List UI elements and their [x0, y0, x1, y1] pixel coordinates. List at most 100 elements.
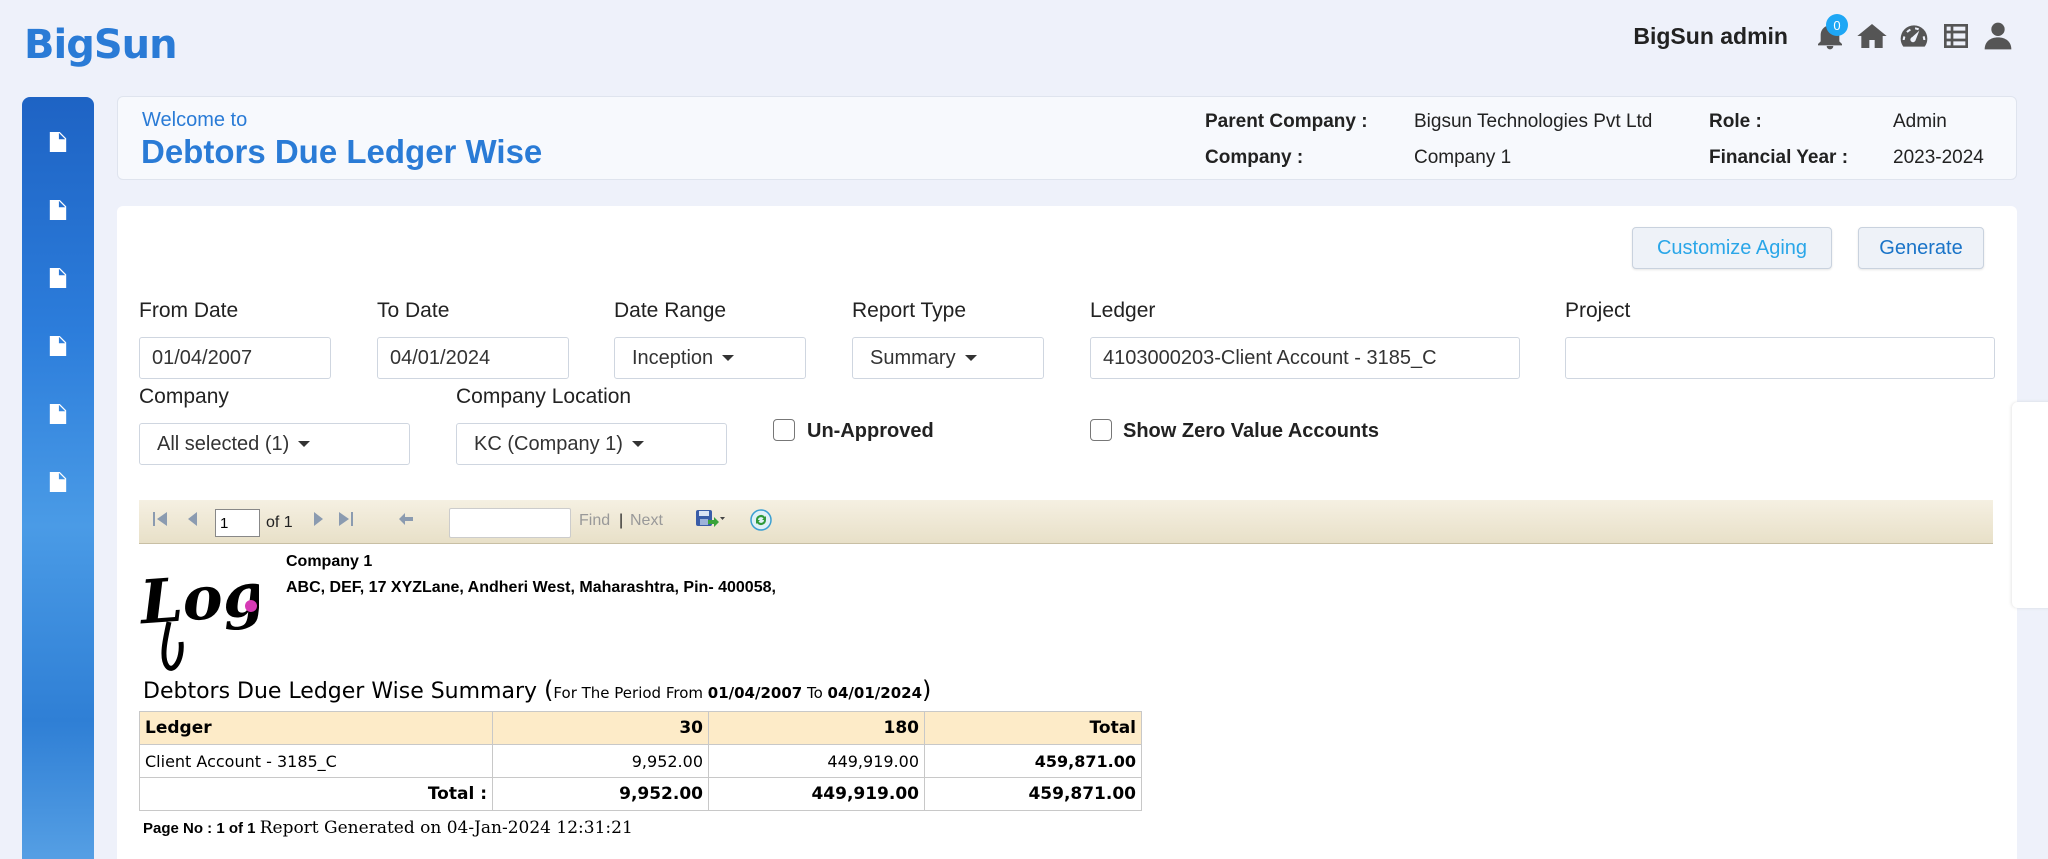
show-zero-value-checkbox[interactable]: [1090, 419, 1112, 441]
report-viewer-toolbar: 1 of 1 Find | Next: [139, 500, 1993, 544]
list-icon[interactable]: [1936, 16, 1976, 56]
parent-company-value: Bigsun Technologies Pvt Ltd: [1414, 111, 1653, 132]
back-icon[interactable]: [397, 510, 415, 533]
company-location-select[interactable]: KC (Company 1): [456, 423, 727, 465]
report-footer: Page No : 1 of 1 Report Generated on 04-…: [143, 818, 633, 838]
unapproved-checkbox[interactable]: [773, 419, 795, 441]
period-prefix: For The Period From: [553, 684, 708, 702]
sidebar-document-icon-3[interactable]: [22, 244, 94, 312]
next-page-icon[interactable]: [309, 510, 327, 533]
user-icon[interactable]: [1978, 16, 2018, 56]
export-save-icon[interactable]: [695, 508, 725, 535]
cell-total: 459,871.00: [924, 744, 1142, 778]
period-open-paren: (: [544, 676, 554, 704]
report-title: Debtors Due Ledger Wise Summary (For The…: [143, 676, 931, 704]
chevron-down-icon: [298, 441, 311, 447]
col-header-total: Total: [924, 711, 1142, 745]
dashboard-icon[interactable]: [1894, 16, 1934, 56]
last-page-icon[interactable]: [337, 510, 355, 533]
role-value: Admin: [1893, 111, 1947, 132]
refresh-icon[interactable]: [749, 508, 773, 537]
unapproved-label[interactable]: Un-Approved: [807, 420, 934, 442]
topbar: BigSun admin 0: [1633, 14, 2018, 58]
sidebar-document-icon-5[interactable]: [22, 380, 94, 448]
home-icon[interactable]: [1852, 16, 1892, 56]
total-30: 9,952.00: [492, 777, 709, 811]
company-select[interactable]: All selected (1): [139, 423, 410, 465]
cell-30: 9,952.00: [492, 744, 709, 778]
customize-aging-button[interactable]: Customize Aging: [1632, 227, 1832, 269]
period-from: 01/04/2007: [707, 684, 803, 702]
ledger-input[interactable]: 4103000203-Client Account - 3185_C: [1090, 337, 1520, 379]
role-label: Role :: [1709, 111, 1762, 132]
cell-180: 449,919.00: [708, 744, 925, 778]
period-to: 04/01/2024: [827, 684, 922, 702]
col-header-ledger: Ledger: [139, 711, 493, 745]
from-date-input[interactable]: 01/04/2007: [139, 337, 331, 379]
company-select-value: All selected (1): [157, 432, 290, 455]
bell-icon[interactable]: 0: [1810, 14, 1850, 56]
date-range-select[interactable]: Inception: [614, 337, 806, 379]
welcome-text: Welcome to: [142, 109, 248, 131]
company-logo: Logo: [136, 550, 307, 674]
project-input[interactable]: [1565, 337, 1995, 379]
report-type-label: Report Type: [852, 299, 967, 322]
sidebar-document-icon-4[interactable]: [22, 312, 94, 380]
table-header-row: Ledger 30 180 Total: [139, 711, 1142, 745]
generated-on: Report Generated on 04-Jan-2024 12:31:21: [259, 818, 633, 838]
page-header: Welcome to Debtors Due Ledger Wise Paren…: [117, 96, 2017, 180]
report-title-text: Debtors Due Ledger Wise Summary: [143, 679, 538, 704]
period-to-word: To: [802, 684, 828, 702]
to-date-label: To Date: [377, 299, 450, 322]
to-date-input[interactable]: 04/01/2024: [377, 337, 569, 379]
company-value: Company 1: [1414, 147, 1512, 168]
chevron-down-icon: [964, 355, 977, 361]
chevron-down-icon: [631, 441, 644, 447]
next-link[interactable]: Next: [630, 512, 663, 529]
report-type-value: Summary: [870, 346, 956, 369]
page-number-input[interactable]: 1: [215, 509, 260, 537]
report-company-address: ABC, DEF, 17 XYZLane, Andheri West, Maha…: [286, 579, 776, 596]
first-page-icon[interactable]: [151, 510, 169, 533]
previous-page-icon[interactable]: [184, 510, 202, 533]
sidebar-document-icon-6[interactable]: [22, 448, 94, 516]
financial-year-label: Financial Year :: [1709, 147, 1849, 168]
page-count: of 1: [266, 514, 293, 531]
report-table: Ledger 30 180 Total Client Account - 318…: [139, 711, 1142, 811]
ledger-label: Ledger: [1090, 299, 1156, 322]
generate-button[interactable]: Generate: [1858, 227, 1984, 269]
total-180: 449,919.00: [708, 777, 925, 811]
report-company-name: Company 1: [286, 553, 373, 570]
table-total-row: Total : 9,952.00 449,919.00 459,871.00: [139, 777, 1142, 811]
report-type-select[interactable]: Summary: [852, 337, 1044, 379]
period-close-paren: ): [922, 676, 932, 704]
report-card: Customize Aging Generate From Date 01/04…: [117, 206, 2017, 859]
sidebar-document-icon-1[interactable]: [22, 108, 94, 176]
total-label: Total :: [139, 777, 493, 811]
total-grand: 459,871.00: [924, 777, 1142, 811]
brand-logo[interactable]: BigSun: [24, 22, 178, 68]
side-panel-tab[interactable]: [2012, 402, 2048, 608]
date-range-value: Inception: [632, 346, 714, 369]
page-title: Debtors Due Ledger Wise: [141, 133, 543, 170]
svg-text:Logo: Logo: [139, 557, 259, 638]
notification-badge: 0: [1826, 14, 1848, 36]
cell-ledger: Client Account - 3185_C: [139, 744, 493, 778]
col-header-180: 180: [708, 711, 925, 745]
find-link[interactable]: Find: [579, 512, 611, 529]
from-date-label: From Date: [139, 299, 239, 322]
company-label: Company :: [1205, 147, 1304, 168]
user-name[interactable]: BigSun admin: [1633, 22, 1788, 49]
table-row: Client Account - 3185_C 9,952.00 449,919…: [139, 744, 1142, 778]
chevron-down-icon: [722, 355, 735, 361]
company-filter-label: Company: [139, 385, 229, 408]
find-input[interactable]: [449, 508, 571, 538]
date-range-label: Date Range: [614, 299, 727, 322]
company-location-label: Company Location: [456, 385, 632, 408]
sidebar-document-icon-2[interactable]: [22, 176, 94, 244]
project-label: Project: [1565, 299, 1631, 322]
toolbar-separator: |: [619, 512, 624, 529]
col-header-30: 30: [492, 711, 709, 745]
show-zero-value-label[interactable]: Show Zero Value Accounts: [1123, 420, 1379, 442]
page-no-label: Page No : 1 of 1: [143, 820, 256, 837]
